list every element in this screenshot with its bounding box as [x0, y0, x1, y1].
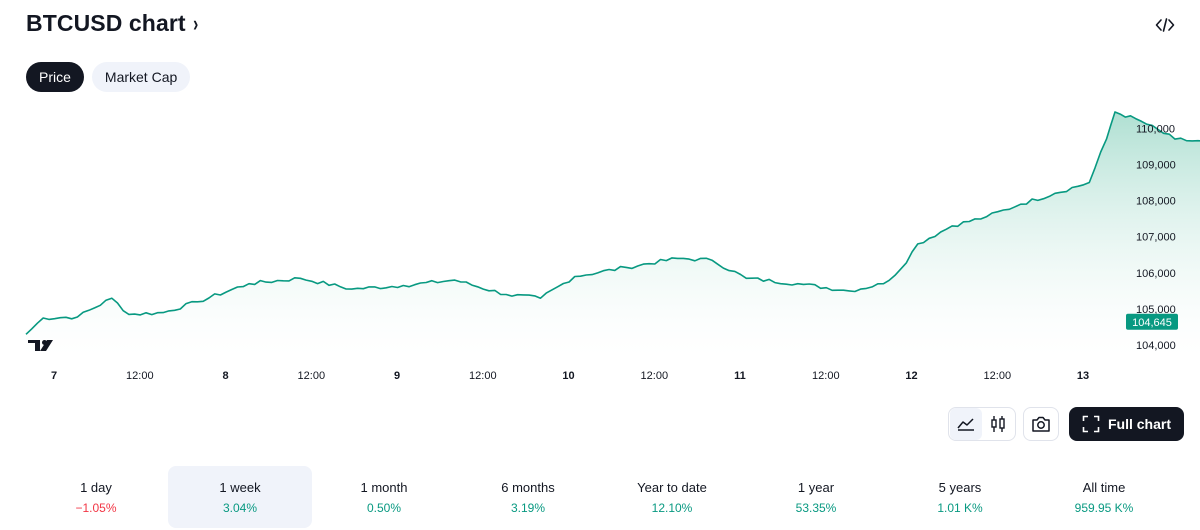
x-tick-label: 12:00 — [126, 370, 154, 382]
x-tick-label: 12:00 — [812, 370, 840, 382]
period-1-week[interactable]: 1 week 3.04% — [168, 466, 312, 528]
x-tick-label: 12:00 — [641, 370, 669, 382]
area-chart-button[interactable] — [950, 408, 982, 440]
period-change: 0.50% — [366, 500, 402, 515]
period-1-year[interactable]: 1 year 53.35% — [744, 466, 888, 528]
period-label: 1 day — [80, 479, 112, 495]
period-label: 1 month — [360, 479, 408, 495]
period-label: Year to date — [637, 479, 707, 495]
screenshot-button[interactable] — [1023, 407, 1059, 441]
tab-price[interactable]: Price — [26, 62, 84, 92]
chart-title: BTCUSD chart — [26, 10, 186, 36]
full-chart-label: Full chart — [1107, 416, 1171, 432]
period-label: 1 week — [219, 479, 261, 495]
area-chart-icon — [957, 418, 974, 431]
fullscreen-icon — [1082, 415, 1100, 433]
last-price-label: 104,645 — [1132, 317, 1172, 329]
page-title[interactable]: BTCUSD chart › — [26, 10, 199, 37]
price-area-fill — [26, 112, 1200, 356]
price-chart[interactable]: 110,000 109,000 108,000 107,000 106,000 105,0… — [0, 100, 1200, 390]
candlestick-button[interactable] — [982, 408, 1014, 440]
period-change: −1.05% — [75, 500, 117, 515]
code-icon — [1155, 18, 1175, 32]
x-tick-label: 7 — [51, 370, 57, 382]
period-1-day[interactable]: 1 day −1.05% — [24, 466, 168, 528]
period-change: 3.19% — [510, 500, 546, 515]
embed-code-button[interactable] — [1150, 12, 1180, 38]
x-tick-label: 12 — [905, 370, 917, 382]
x-tick-label: 12:00 — [298, 370, 326, 382]
period-change: 1.01 K% — [937, 500, 983, 515]
y-tick-label: 110,000 — [1136, 123, 1175, 135]
period-change: 959.95 K% — [1074, 500, 1134, 515]
chart-type-toggle — [948, 407, 1016, 441]
period-year-to-date[interactable]: Year to date 12.10% — [600, 466, 744, 528]
y-tick-label: 105,000 — [1136, 304, 1176, 316]
period-5-years[interactable]: 5 years 1.01 K% — [888, 466, 1032, 528]
x-tick-label: 10 — [562, 370, 574, 382]
y-tick-label: 106,000 — [1136, 268, 1176, 280]
period-selector: 1 day −1.05% 1 week 3.04% 1 month 0.50% 6 m… — [24, 466, 1176, 528]
chart-tabs: Price Market Cap — [26, 62, 191, 92]
camera-icon — [1032, 416, 1050, 432]
last-price-badge — [1126, 313, 1178, 330]
y-tick-label: 109,000 — [1136, 159, 1176, 171]
period-all-time[interactable]: All time 959.95 K% — [1032, 466, 1176, 528]
period-6-months[interactable]: 6 months 3.19% — [456, 466, 600, 528]
period-label: 6 months — [501, 479, 555, 495]
x-tick-label: 12:00 — [469, 370, 497, 382]
x-tick-label: 9 — [394, 370, 400, 382]
full-chart-button[interactable]: Full chart — [1069, 407, 1184, 441]
period-1-month[interactable]: 1 month 0.50% — [312, 466, 456, 528]
y-tick-label: 107,000 — [1136, 232, 1176, 244]
period-change: 3.04% — [222, 500, 258, 515]
tab-market-cap[interactable]: Market Cap — [91, 62, 191, 92]
chevron-right-icon: › — [192, 10, 198, 36]
x-tick-label: 12:00 — [984, 370, 1012, 382]
period-change: 12.10% — [651, 500, 693, 515]
candlestick-icon — [991, 416, 1005, 432]
x-tick-label: 13 — [1077, 370, 1089, 382]
period-label: 5 years — [938, 479, 982, 495]
period-label: All time — [1082, 479, 1126, 495]
x-tick-label: 11 — [734, 370, 746, 382]
tradingview-logo — [28, 340, 53, 351]
price-line — [25, 111, 1200, 335]
y-tick-label: 104,000 — [1136, 340, 1176, 352]
y-tick-label: 108,000 — [1136, 196, 1176, 208]
period-label: 1 year — [797, 479, 835, 495]
period-change: 53.35% — [795, 500, 837, 515]
x-tick-label: 8 — [222, 370, 228, 382]
